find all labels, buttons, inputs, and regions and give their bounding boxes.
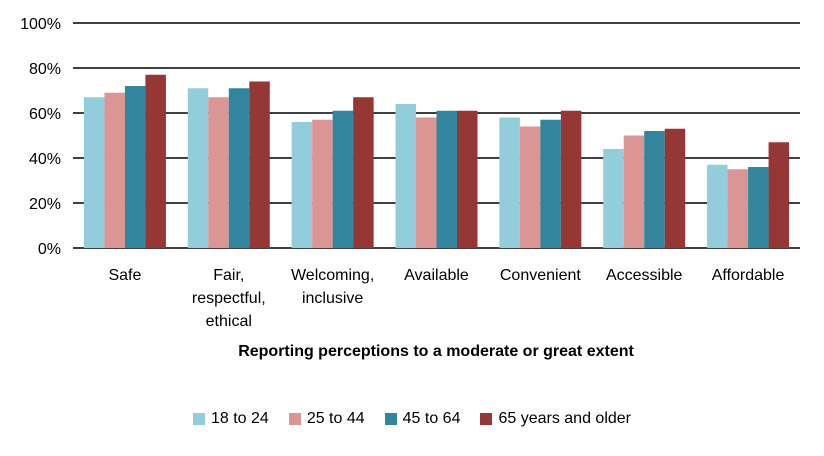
bar [291, 122, 313, 248]
x-axis-ticks: Safe Fair, respectful, ethical Welcoming, inc… [108, 267, 784, 330]
x-tick-label: Available [404, 267, 469, 284]
bar [623, 135, 645, 248]
x-tick-label: Welcoming, inclusive [291, 267, 374, 307]
bar [187, 88, 209, 248]
bar [603, 149, 624, 248]
bar [228, 88, 250, 248]
y-axis-ticks: 0% 20% 40% 60% 80% 100% [20, 16, 61, 258]
bar [312, 119, 333, 248]
bar [104, 92, 125, 248]
bar [83, 97, 105, 248]
x-tick-label: Affordable [712, 267, 785, 284]
legend-item: 18 to 24 [192, 410, 269, 428]
bar [395, 104, 416, 248]
y-tick-label: 80% [29, 61, 61, 78]
x-tick-label: Accessible [606, 267, 683, 284]
legend-label: 65 years and older [498, 410, 631, 427]
bar [353, 97, 374, 248]
bar-chart: 0% 20% 40% 60% 80% 100% Safe Fair, respectful, e… [20, 16, 800, 360]
bar [436, 110, 457, 248]
legend-item: 45 to 64 [384, 410, 461, 428]
bar [540, 119, 561, 248]
bar [145, 74, 166, 248]
y-tick-label: 40% [29, 151, 61, 168]
bar [560, 110, 582, 248]
legend-item: 25 to 44 [288, 410, 365, 428]
bar [727, 169, 749, 248]
legend-swatch [192, 413, 205, 425]
bar [499, 117, 520, 248]
legend-swatch [384, 413, 397, 425]
bar [249, 81, 270, 248]
bar [457, 110, 478, 248]
legend-item: 65 years and older [480, 410, 631, 428]
bar [208, 97, 229, 248]
legend-label: 18 to 24 [210, 410, 269, 427]
legend-swatch [480, 413, 493, 425]
x-tick-label: Convenient [500, 267, 582, 284]
y-tick-label: 0% [38, 241, 61, 258]
y-tick-label: 20% [29, 196, 61, 213]
bars [83, 74, 790, 248]
bar [332, 110, 354, 248]
legend-swatch [288, 413, 301, 425]
bar [707, 164, 728, 248]
x-tick-label: Fair, respectful, ethical [192, 267, 266, 330]
bar [416, 117, 437, 248]
legend-label: 45 to 64 [402, 410, 461, 427]
y-tick-label: 60% [29, 106, 61, 123]
x-tick-label: Safe [108, 267, 141, 284]
legend-label: 25 to 44 [306, 410, 365, 427]
bar [748, 167, 769, 248]
bar [664, 128, 686, 248]
bar [124, 86, 146, 248]
legend: 18 to 24 25 to 44 45 to 64 65 years and old… [0, 410, 824, 428]
bar [644, 131, 665, 248]
x-axis-label: Reporting perceptions to a moderate or g… [238, 343, 634, 360]
bar [519, 126, 541, 248]
y-tick-label: 100% [20, 16, 61, 33]
bar [768, 142, 790, 248]
